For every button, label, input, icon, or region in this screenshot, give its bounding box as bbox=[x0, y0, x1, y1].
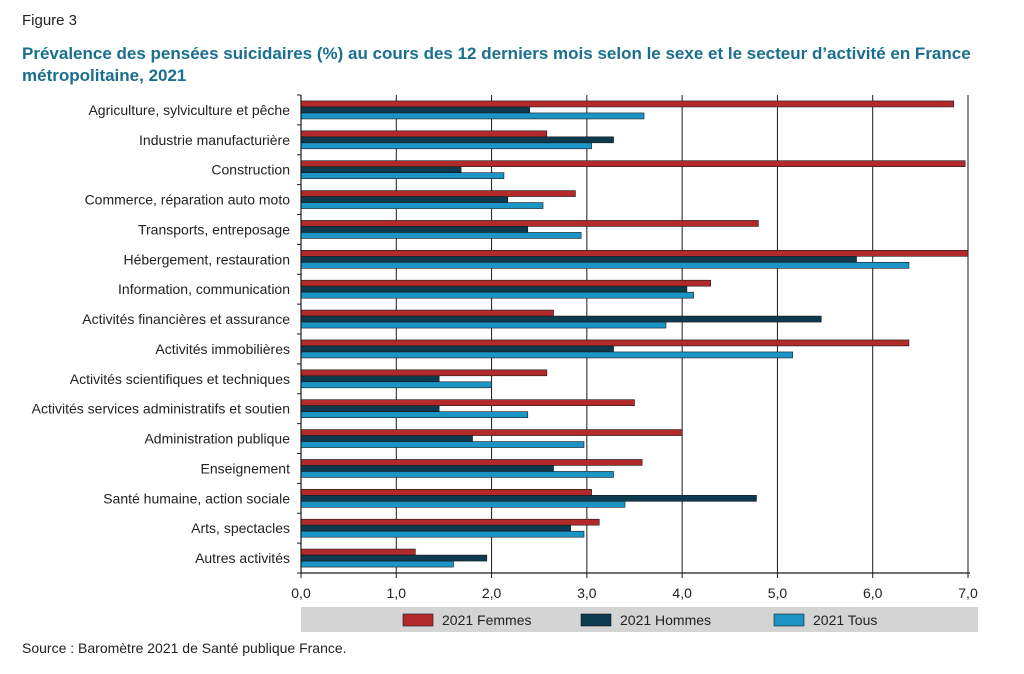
bar bbox=[300, 548, 416, 556]
bar bbox=[300, 369, 548, 377]
category-label: Activités immobilières bbox=[155, 341, 290, 357]
category-label: Santé humaine, action sociale bbox=[103, 490, 290, 506]
bar bbox=[300, 130, 548, 138]
bar bbox=[300, 315, 822, 323]
bar bbox=[300, 250, 969, 257]
bar bbox=[300, 489, 592, 496]
bar bbox=[300, 465, 554, 472]
category-label: Enseignement bbox=[200, 460, 290, 476]
legend-label: 2021 Tous bbox=[813, 612, 877, 628]
category-label: Administration publique bbox=[144, 431, 290, 447]
bar bbox=[300, 429, 683, 436]
bar bbox=[300, 459, 643, 466]
bar bbox=[300, 345, 614, 353]
bar bbox=[300, 405, 440, 412]
bar bbox=[300, 351, 793, 359]
category-label: Activités scientifiques et techniques bbox=[70, 371, 290, 387]
bar bbox=[300, 321, 667, 329]
x-tick-label: 2,0 bbox=[482, 585, 502, 601]
bar bbox=[300, 166, 462, 173]
bar bbox=[300, 190, 576, 197]
category-label: Commerce, réparation auto moto bbox=[85, 192, 291, 208]
bar bbox=[300, 441, 585, 448]
bar bbox=[300, 375, 440, 383]
x-tick-label: 0,0 bbox=[291, 585, 311, 601]
bar bbox=[300, 399, 635, 406]
bar bbox=[300, 381, 492, 389]
figure-label: Figure 3 bbox=[22, 12, 78, 29]
bar bbox=[300, 339, 910, 347]
bar bbox=[300, 471, 614, 478]
bar bbox=[300, 495, 757, 502]
chart-title: Prévalence des pensées suicidaires (%) a… bbox=[22, 44, 971, 85]
bar bbox=[300, 554, 488, 562]
bar bbox=[300, 202, 544, 209]
legend-swatch bbox=[402, 613, 434, 627]
category-label: Agriculture, sylviculture et pêche bbox=[88, 102, 290, 118]
bar bbox=[300, 136, 614, 144]
category-label: Autres activités bbox=[195, 550, 290, 566]
category-label: Construction bbox=[211, 162, 290, 178]
bar bbox=[300, 524, 571, 532]
category-label: Activités services administratifs et sou… bbox=[32, 401, 290, 417]
category-label: Industrie manufacturière bbox=[139, 132, 290, 148]
bar bbox=[300, 291, 694, 299]
bar bbox=[300, 262, 910, 269]
bar bbox=[300, 232, 582, 239]
category-label: Information, communication bbox=[118, 281, 290, 297]
bar bbox=[300, 226, 529, 233]
bar bbox=[300, 435, 473, 442]
x-tick-label: 5,0 bbox=[768, 585, 788, 601]
bar bbox=[300, 285, 688, 293]
bar bbox=[300, 106, 530, 114]
bar bbox=[300, 560, 454, 568]
bar bbox=[300, 142, 592, 150]
x-tick-label: 3,0 bbox=[577, 585, 597, 601]
bar bbox=[300, 196, 509, 203]
category-label: Transports, entreposage bbox=[138, 221, 290, 237]
legend-label: 2021 Femmes bbox=[442, 612, 531, 628]
legend-swatch bbox=[580, 613, 612, 627]
legend-label: 2021 Hommes bbox=[620, 612, 711, 628]
bar bbox=[300, 100, 955, 108]
legend-swatch bbox=[773, 613, 805, 627]
category-label: Hébergement, restauration bbox=[123, 251, 290, 267]
bar bbox=[300, 309, 554, 317]
bar bbox=[300, 220, 759, 227]
bar bbox=[300, 112, 645, 120]
bar bbox=[300, 518, 600, 526]
category-label: Activités financières et assurance bbox=[82, 311, 290, 327]
bar bbox=[300, 172, 505, 179]
bar bbox=[300, 501, 626, 508]
x-tick-label: 1,0 bbox=[387, 585, 407, 601]
bar bbox=[300, 530, 585, 538]
bar bbox=[300, 160, 966, 167]
bar bbox=[300, 256, 857, 263]
x-tick-label: 4,0 bbox=[672, 585, 692, 601]
x-tick-label: 7,0 bbox=[958, 585, 978, 601]
category-label: Arts, spectacles bbox=[191, 520, 290, 536]
x-tick-label: 6,0 bbox=[863, 585, 883, 601]
source-note: Source : Baromètre 2021 de Santé publiqu… bbox=[22, 640, 347, 656]
bar bbox=[300, 279, 712, 287]
bar bbox=[300, 411, 529, 418]
